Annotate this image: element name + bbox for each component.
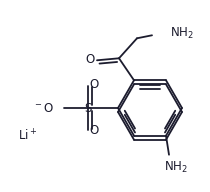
Text: S: S — [84, 102, 92, 114]
Text: O: O — [85, 53, 95, 66]
Text: O: O — [89, 79, 99, 92]
Text: $^-$O: $^-$O — [33, 102, 54, 114]
Text: NH$_2$: NH$_2$ — [170, 26, 194, 41]
Text: O: O — [89, 124, 99, 137]
Text: Li$^+$: Li$^+$ — [18, 128, 38, 144]
Text: NH$_2$: NH$_2$ — [164, 160, 188, 175]
